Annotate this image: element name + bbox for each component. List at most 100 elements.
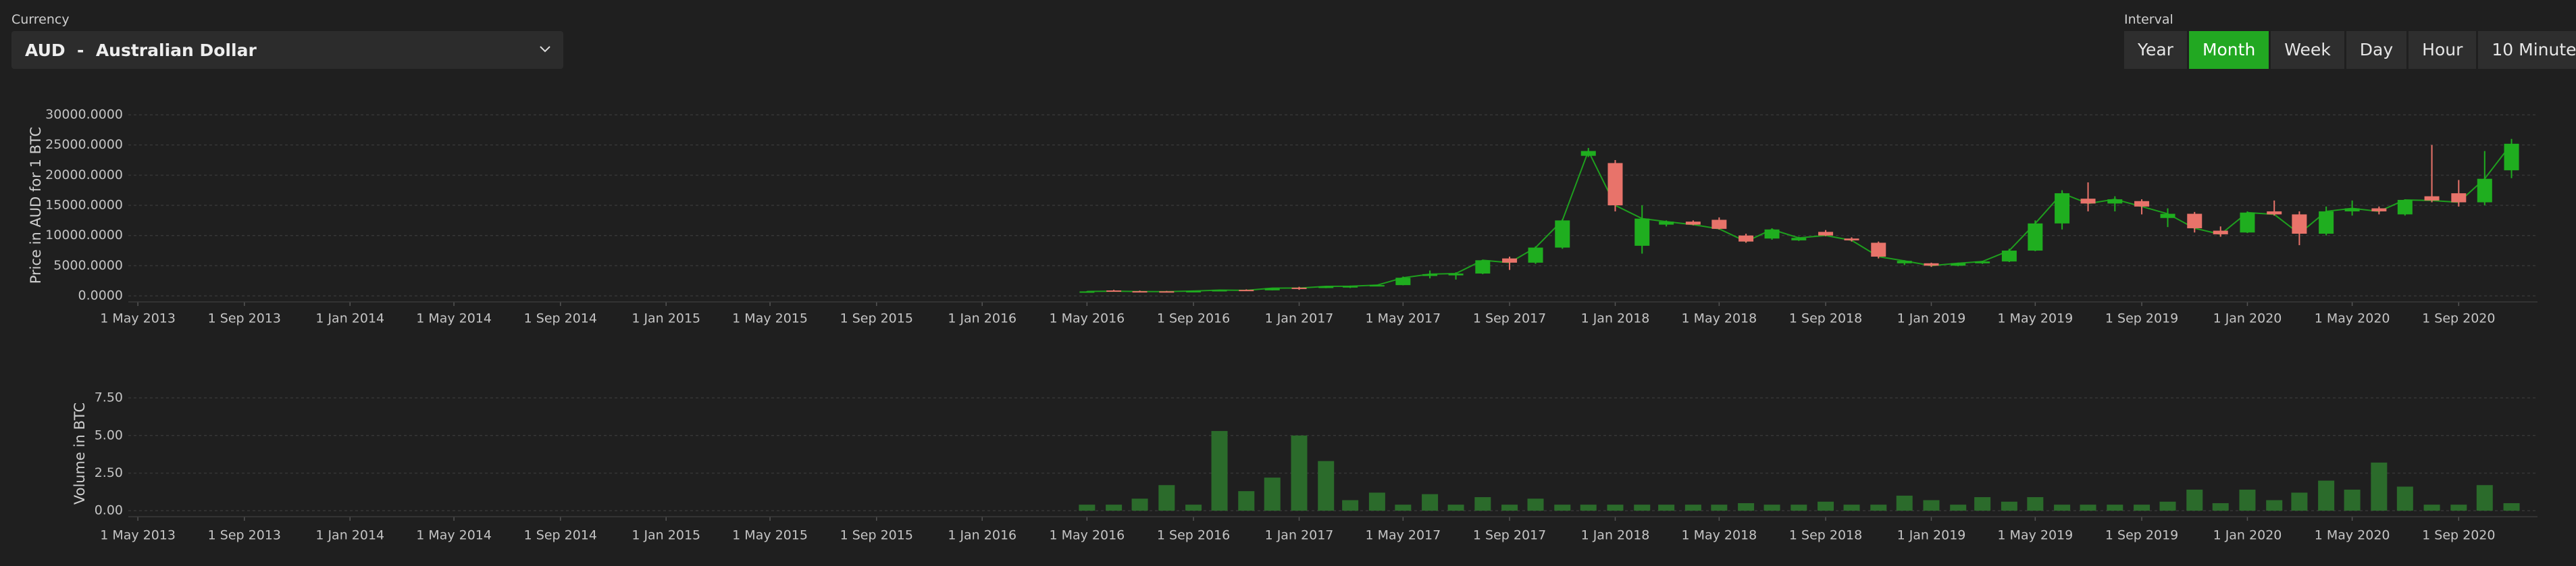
x-tick-label: 1 Sep 2014 [524,311,597,326]
interval-button[interactable]: Year [2124,31,2187,69]
x-tick-label: 1 Sep 2015 [840,528,913,543]
volume-bar [2396,486,2413,511]
x-tick-label: 1 May 2014 [416,528,492,543]
interval-button[interactable]: Hour [2408,31,2477,69]
volume-bar [2107,505,2123,511]
candle-body [1634,218,1650,246]
candle-body [1448,273,1464,276]
x-tick-label: 1 May 2018 [1681,311,1757,326]
candle-body [2213,230,2228,234]
x-tick-label: 1 Jan 2016 [948,311,1016,326]
interval-button[interactable]: Week [2271,31,2344,69]
volume-bar [1447,505,1464,511]
candle-body [1422,274,1438,276]
volume-bar [1580,505,1597,511]
candle-body [1291,287,1307,289]
y-tick-label: 30000.0000 [45,107,123,122]
x-tick-label: 1 Jan 2019 [1897,528,1966,543]
volume-bar [2134,505,2150,511]
volume-bar [2266,500,2283,511]
volume-bar [2001,501,2017,511]
candle-body [1871,242,1886,257]
volume-bar [1158,485,1175,511]
interval-button[interactable]: Day [2346,31,2407,69]
x-tick-label: 1 May 2019 [1997,528,2073,543]
candle-body [2001,251,2017,262]
x-tick-label: 1 May 2020 [2315,311,2390,326]
candle-body [1844,238,1859,240]
currency-label: Currency [11,12,70,27]
y-tick-label: 25000.0000 [45,137,123,152]
volume-bar [1923,500,1940,511]
volume-bar [1501,505,1518,511]
y-tick-label: 7.50 [95,390,123,405]
x-tick-label: 1 Sep 2013 [208,311,281,326]
y-tick-label: 5000.0000 [53,258,123,273]
y-tick-label: 15000.0000 [45,198,123,213]
candle-body [1818,232,1834,236]
x-tick-label: 1 Sep 2018 [1789,528,1862,543]
volume-bar [1185,505,1202,511]
candle-body [1502,258,1518,263]
interval-button[interactable]: 10 Minutes [2478,31,2576,69]
candle-body [1580,151,1596,156]
volume-bar [1791,505,1807,511]
volume-bar [1395,505,1412,511]
x-tick-label: 1 Sep 2016 [1157,311,1230,326]
candle-body [1897,261,1912,263]
x-tick-label: 1 Sep 2020 [2422,528,2495,543]
interval-label: Interval [2124,12,2173,27]
volume-bar [2186,489,2203,511]
volume-bar [2503,503,2520,511]
volume-bar [2344,489,2361,511]
y-tick-label: 5.00 [95,428,123,442]
x-tick-label: 1 Jan 2015 [632,528,700,543]
y-axis-title: Price in AUD for 1 BTC [28,127,44,284]
candle-body [1159,291,1175,293]
candle-body [1132,291,1148,293]
currency-value: AUD - Australian Dollar [25,41,257,60]
candle-body [1685,222,1701,225]
candle-body [2344,208,2360,211]
candle-body [2134,201,2150,207]
volume-bar [2291,492,2308,511]
volume-bar [1342,500,1359,511]
candle-body [1659,222,1674,225]
candle-body [2504,143,2519,171]
x-tick-label: 1 May 2016 [1049,528,1125,543]
x-tick-label: 1 Jan 2015 [632,311,700,326]
volume-bar [1684,505,1701,511]
volume-bar [1238,491,1255,511]
volume-bar [2318,480,2335,511]
x-tick-label: 1 May 2015 [732,528,808,543]
x-tick-label: 1 Sep 2019 [2105,528,2178,543]
x-tick-label: 1 Sep 2014 [524,528,597,543]
candle-body [1264,288,1280,290]
volume-bar [2371,462,2388,511]
currency-dropdown[interactable]: AUD - Australian Dollar [11,31,563,69]
volume-bar [1896,495,1913,511]
volume-bar [1950,505,1967,511]
volume-bar [1318,461,1335,511]
candle-body [1395,278,1411,286]
x-tick-label: 1 May 2016 [1049,311,1125,326]
y-tick-label: 20000.0000 [45,168,123,182]
volume-bar [2423,505,2440,511]
candle-body [1951,263,1966,266]
volume-bar [1554,505,1571,511]
x-tick-label: 1 May 2014 [416,311,492,326]
candle-body [1186,290,1202,292]
candle-body [2240,212,2255,233]
candle-body [2267,211,2282,215]
x-tick-label: 1 Jan 2014 [315,528,384,543]
x-tick-label: 1 May 2017 [1365,311,1441,326]
candle-body [2080,199,2096,204]
y-tick-label: 0.0000 [78,288,123,303]
x-tick-label: 1 Sep 2013 [208,528,281,543]
interval-button[interactable]: Month [2188,31,2269,69]
x-tick-label: 1 Sep 2017 [1473,528,1546,543]
x-tick-label: 1 Jan 2019 [1897,311,1966,326]
volume-bar [2080,505,2096,511]
volume-bar [1634,505,1651,511]
